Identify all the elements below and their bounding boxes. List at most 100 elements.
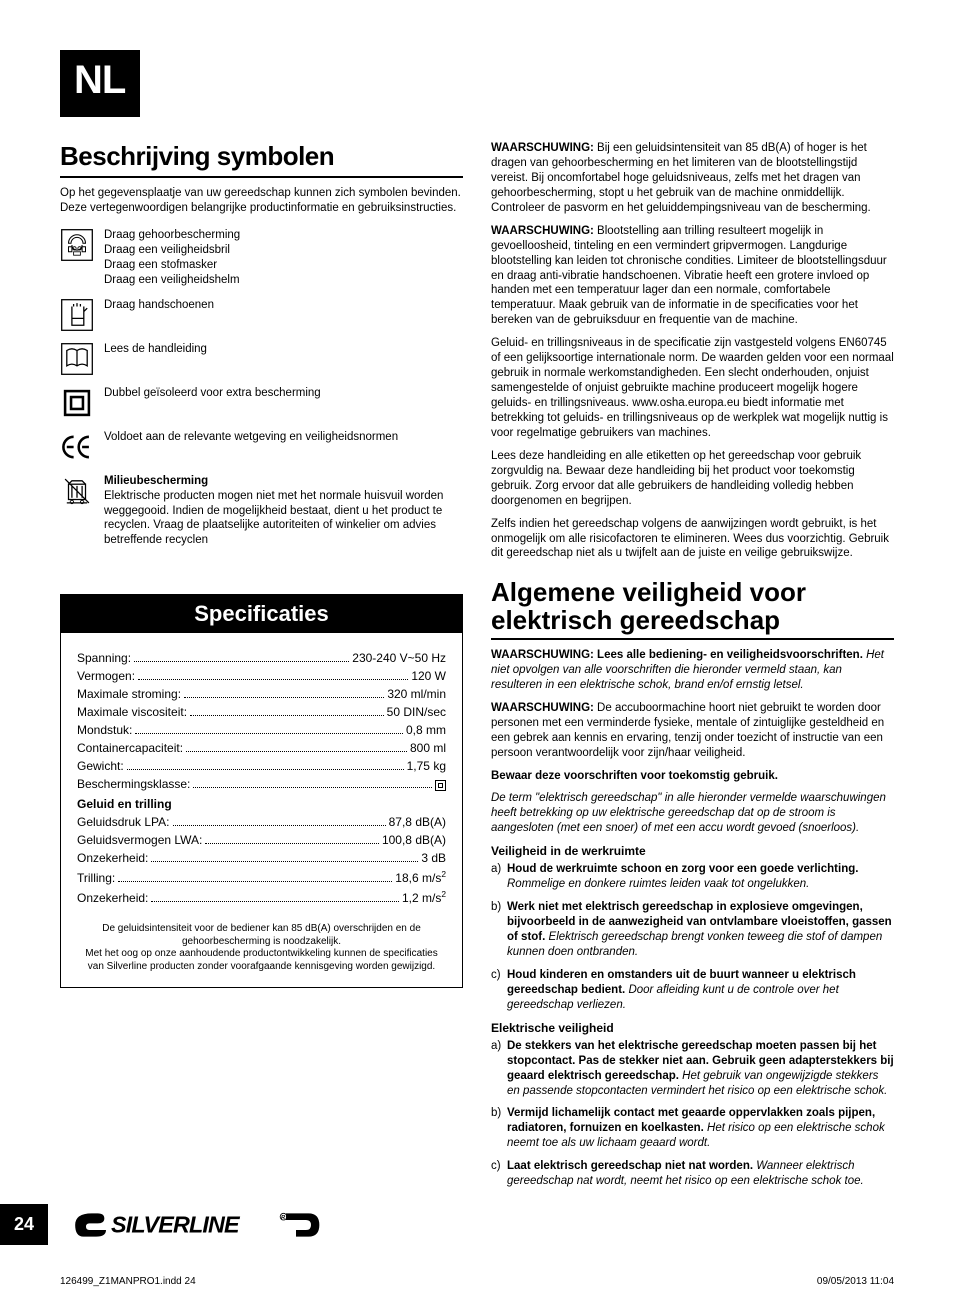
list-item: a)Houd de werkruimte schoon en zorg voor… [507, 862, 894, 892]
body-paragraph: Geluid- en trillingsniveaus in de specif… [491, 336, 894, 441]
spec-label: Trilling: [77, 871, 115, 885]
list-heading: Elektrische veiligheid [491, 1021, 894, 1035]
symbol-text: Lees de handleiding [104, 342, 463, 357]
spec-row: Mondstuk: 0,8 mm [77, 723, 446, 737]
spec-value: 1,2 m/s2 [402, 889, 446, 905]
spec-dots [190, 715, 384, 716]
ce-icon [60, 430, 94, 464]
spec-value: 100,8 dB(A) [382, 833, 446, 847]
symbol-row: MilieubeschermingElektrische producten m… [60, 474, 463, 549]
spec-box: Specificaties Spanning:230-240 V~50 Hz Ve… [60, 594, 463, 988]
list-item: c)Laat elektrisch gereedschap niet nat w… [507, 1159, 894, 1189]
spec-dots [138, 679, 408, 680]
symbol-text: MilieubeschermingElektrische producten m… [104, 474, 463, 549]
symbol-line: Draag een veiligheidshelm [104, 273, 463, 288]
list-item: a)De stekkers van het elektrische gereed… [507, 1039, 894, 1099]
spec-value: 87,8 dB(A) [389, 815, 446, 829]
ppe-icon [60, 228, 94, 262]
symbol-line: Voldoet aan de relevante wetgeving en ve… [104, 430, 463, 445]
print-time: 09/05/2013 11:04 [817, 1276, 894, 1287]
spec-table: Spanning:230-240 V~50 Hz Vermogen: 120 W Ma… [61, 633, 462, 917]
symbol-line: Lees de handleiding [104, 342, 463, 357]
spec-row: Maximale viscositeit: 50 DIN/sec [77, 705, 446, 719]
list-item: b)Werk niet met elektrisch gereedschap i… [507, 900, 894, 960]
list-item: b)Vermijd lichamelijk contact met geaard… [507, 1106, 894, 1151]
spec-value: 1,75 kg [407, 759, 446, 773]
spec-value: 3 dB [421, 851, 446, 865]
spec-value: 120 W [411, 669, 446, 683]
spec-value: 320 ml/min [387, 687, 446, 701]
symbol-text: Draag gehoorbeschermingDraag een veiligh… [104, 228, 463, 288]
weee-icon [60, 474, 94, 508]
spec-label: Vermogen: [77, 669, 135, 683]
spec-label: Geluidsvermogen LWA: [77, 833, 202, 847]
symbol-row: Lees de handleiding [60, 342, 463, 376]
spec-row: Maximale stroming: 320 ml/min [77, 687, 446, 701]
symbol-line: Dubbel geïsoleerd voor extra bescherming [104, 386, 463, 401]
symbol-line: Draag handschoenen [104, 298, 463, 313]
spec-label: Containercapaciteit: [77, 741, 183, 755]
spec-dots [205, 843, 379, 844]
spec-label: Maximale viscositeit: [77, 705, 187, 719]
symbol-row: Draag gehoorbeschermingDraag een veiligh… [60, 228, 463, 288]
spec-row: Trilling: 18,6 m/s2 [77, 869, 446, 885]
spec-value: 230-240 V~50 Hz [352, 651, 446, 665]
spec-row: Vermogen: 120 W [77, 669, 446, 683]
spec-value: 50 DIN/sec [387, 705, 446, 719]
print-metadata: 126499_Z1MANPRO1.indd 24 09/05/2013 11:0… [60, 1276, 894, 1287]
svg-text:SILVERLINE: SILVERLINE [111, 1211, 241, 1237]
list-item: c)Houd kinderen en omstanders uit de buu… [507, 968, 894, 1013]
spec-label: Geluidsdruk LPA: [77, 815, 170, 829]
spec-dots [151, 861, 418, 862]
manual-icon [60, 342, 94, 376]
spec-dots [151, 901, 399, 902]
body-paragraph: WAARSCHUWING: Bij een geluidsintensiteit… [491, 141, 894, 216]
spec-row: Spanning:230-240 V~50 Hz [77, 651, 446, 665]
spec-label: Onzekerheid: [77, 891, 148, 905]
spec-dots [193, 787, 432, 788]
spec-dots [118, 881, 392, 882]
spec-value [435, 777, 446, 791]
symbol-line: Draag gehoorbescherming [104, 228, 463, 243]
list-heading: Veiligheid in de werkruimte [491, 844, 894, 858]
spec-label: Gewicht: [77, 759, 124, 773]
spec-row: Containercapaciteit: 800 ml [77, 741, 446, 755]
body-paragraph: WAARSCHUWING: Lees alle bediening- en ve… [491, 648, 894, 693]
spec-label: Maximale stroming: [77, 687, 181, 701]
spec-title: Specificaties [61, 595, 462, 633]
spec-dots [184, 697, 384, 698]
symbol-line: Elektrische producten mogen niet met het… [104, 489, 463, 549]
symbol-row: Dubbel geïsoleerd voor extra bescherming [60, 386, 463, 420]
symbol-line: Draag een stofmasker [104, 258, 463, 273]
page: NL Beschrijving symbolen Op het gegevens… [0, 0, 954, 1305]
body-paragraph: Lees deze handleiding en alle etiketten … [491, 449, 894, 509]
double-insulated-icon [60, 386, 94, 420]
symbol-text: Dubbel geïsoleerd voor extra bescherming [104, 386, 463, 401]
spec-dots [134, 661, 349, 662]
spec-row: Gewicht: 1,75 kg [77, 759, 446, 773]
spec-label: Beschermingsklasse: [77, 777, 190, 791]
gloves-icon [60, 298, 94, 332]
safety-list: a)Houd de werkruimte schoon en zorg voor… [491, 862, 894, 1012]
spec-value: 800 ml [410, 741, 446, 755]
symbols-title: Beschrijving symbolen [60, 141, 463, 178]
spec-row: Geluidsvermogen LWA: 100,8 dB(A) [77, 833, 446, 847]
spec-row: Geluidsdruk LPA: 87,8 dB(A) [77, 815, 446, 829]
symbol-line: Draag een veiligheidsbril [104, 243, 463, 258]
spec-value: 0,8 mm [406, 723, 446, 737]
spec-value: 18,6 m/s2 [395, 869, 446, 885]
spec-subhead: Geluid en trilling [77, 797, 446, 811]
brand-logo: SILVERLINE R [66, 1210, 326, 1240]
spec-label: Mondstuk: [77, 723, 132, 737]
spec-dots [135, 733, 403, 734]
body-paragraph: Zelfs indien het gereedschap volgens de … [491, 517, 894, 562]
symbol-subtitle: Milieubescherming [104, 474, 463, 489]
page-number: 24 [0, 1204, 48, 1245]
symbols-list: Draag gehoorbeschermingDraag een veiligh… [60, 228, 463, 548]
body-paragraph: Bewaar deze voorschriften voor toekomsti… [491, 769, 894, 784]
spec-dots [173, 825, 386, 826]
right-column: WAARSCHUWING: Bij een geluidsintensiteit… [491, 141, 894, 1197]
svg-text:R: R [281, 1215, 286, 1221]
page-footer: 24 SILVERLINE R [0, 1204, 954, 1245]
body-paragraph: De term "elektrisch gereedschap" in alle… [491, 791, 894, 836]
